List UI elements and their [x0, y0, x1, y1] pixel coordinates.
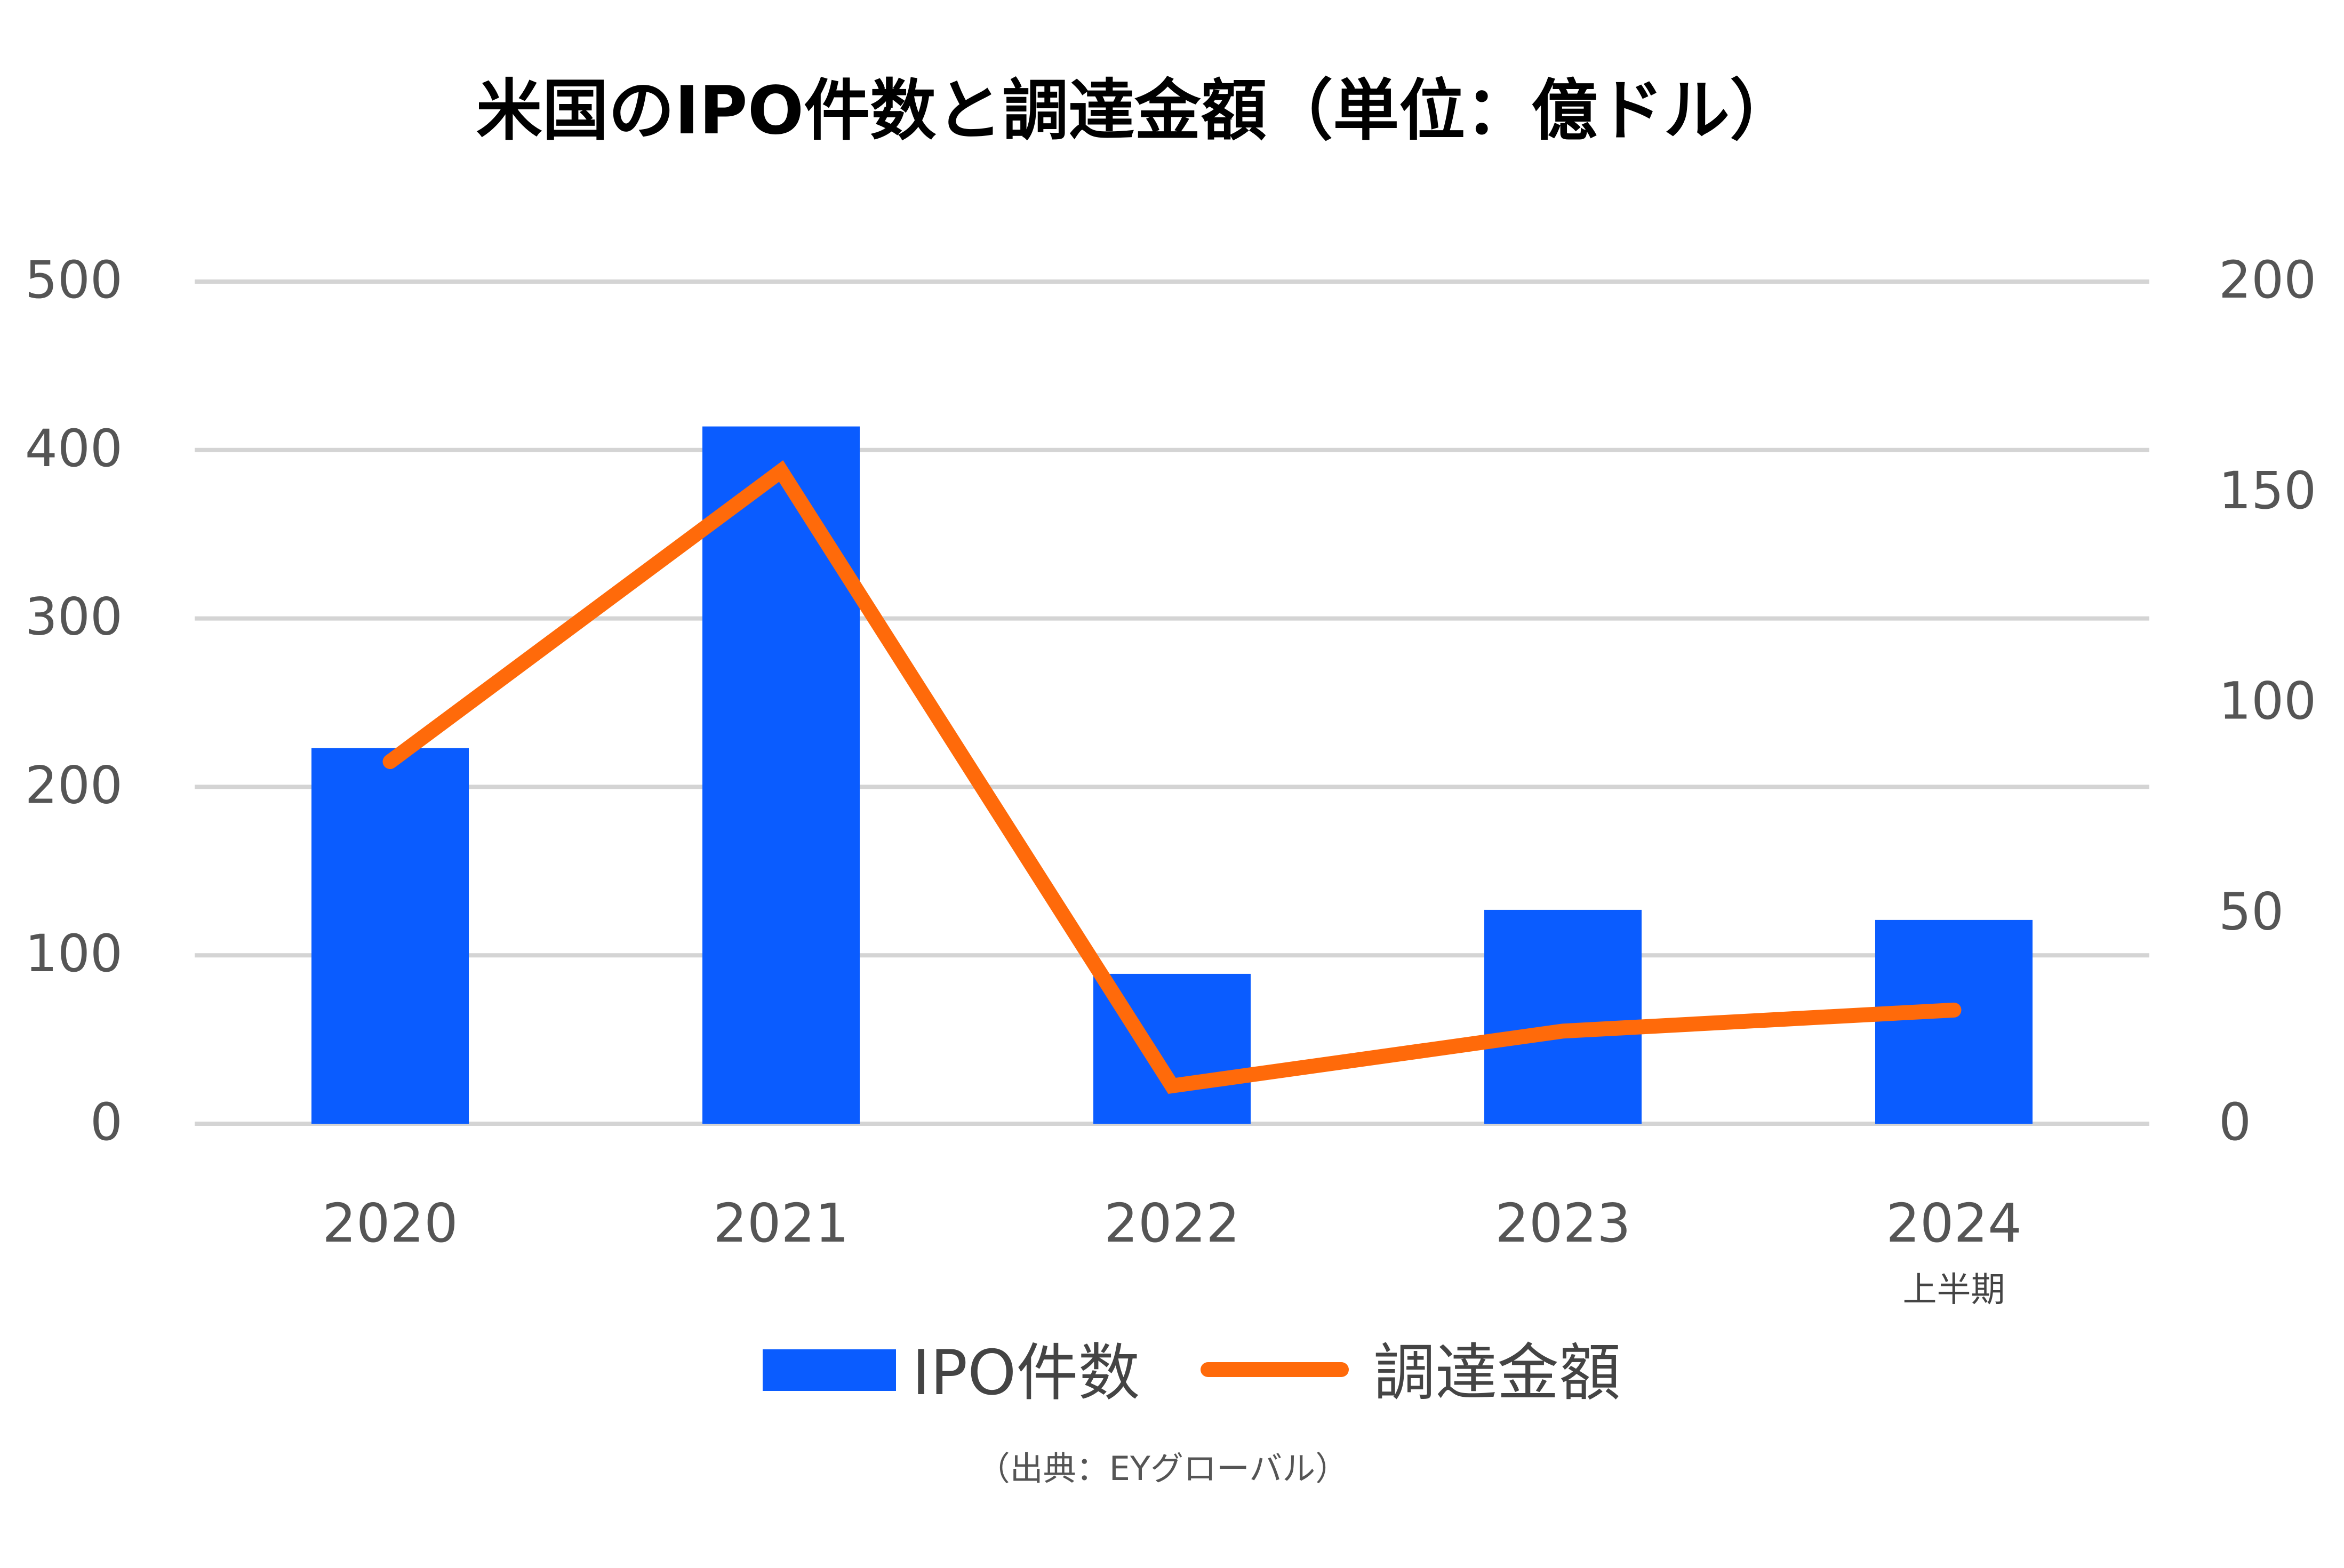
- bar-2021: [702, 426, 860, 1124]
- right-axis-ticks: 0 50 100 150 200: [2219, 250, 2316, 1152]
- right-tick-label: 0: [2219, 1092, 2251, 1152]
- left-axis-ticks: 0 100 200 300 400 500: [25, 250, 123, 1152]
- bar-2023: [1484, 909, 1642, 1124]
- line-point-2021: [780, 470, 782, 473]
- x-label-2024: 2024: [1886, 1192, 2022, 1254]
- x-label-2022: 2022: [1104, 1192, 1240, 1254]
- left-tick-label: 0: [90, 1092, 123, 1152]
- line-point-2022: [1171, 1084, 1173, 1087]
- left-tick-label: 400: [25, 419, 123, 478]
- source-note: （出典：EYグローバル）: [977, 1449, 1348, 1488]
- x-label-2020: 2020: [322, 1192, 458, 1254]
- left-tick-label: 300: [25, 587, 123, 647]
- legend-line-label: 調達金額: [1373, 1337, 1621, 1409]
- x-sublabel-2024: 上半期: [1903, 1270, 2005, 1310]
- left-tick-label: 100: [25, 924, 123, 983]
- right-tick-label: 50: [2219, 882, 2284, 941]
- line-point-2023: [1562, 1030, 1564, 1033]
- legend: IPO件数 調達金額: [763, 1337, 1621, 1409]
- line-series: [382, 460, 1962, 1094]
- x-axis-labels: 2020 2021 2022 2023 2024 上半期: [322, 1192, 2022, 1310]
- right-tick-label: 150: [2219, 461, 2316, 521]
- line-point-2020: [389, 761, 391, 763]
- grid-lines: [195, 279, 2149, 1126]
- right-tick-label: 200: [2219, 250, 2316, 310]
- bar-2024: [1875, 919, 2033, 1124]
- left-tick-label: 200: [25, 755, 123, 815]
- chart-title: 米国のIPO件数と調達金額（単位：億ドル）: [476, 73, 1796, 149]
- bar-2020: [311, 748, 469, 1124]
- legend-bar-swatch: [763, 1349, 896, 1391]
- legend-bar-label: IPO件数: [912, 1337, 1140, 1409]
- left-tick-label: 500: [25, 250, 123, 310]
- line-point-2024: [1953, 1009, 1955, 1011]
- x-label-2023: 2023: [1495, 1192, 1631, 1254]
- right-tick-label: 100: [2219, 671, 2316, 731]
- x-label-2021: 2021: [713, 1192, 849, 1254]
